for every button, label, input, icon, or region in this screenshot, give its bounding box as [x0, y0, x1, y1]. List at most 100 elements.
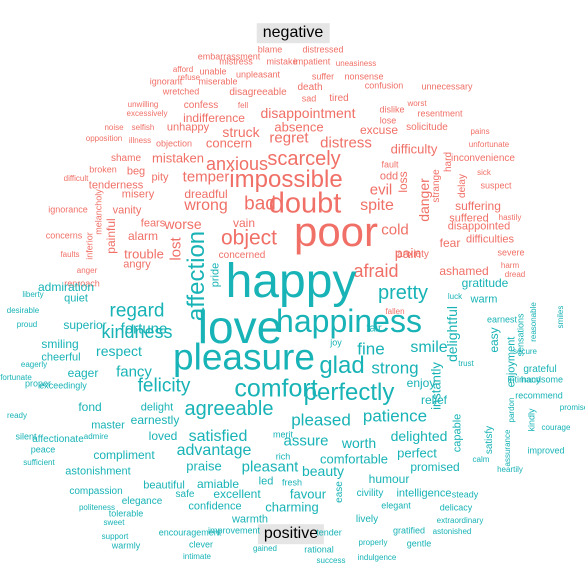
cloud-word: comfort — [234, 374, 318, 403]
cloud-word: warm — [470, 293, 498, 306]
cloud-word: heartily — [497, 465, 523, 474]
cloud-word: grateful — [523, 364, 557, 375]
cloud-word: fallen — [385, 307, 405, 316]
cloud-word: confusion — [364, 80, 404, 91]
cloud-word: superior — [63, 318, 107, 332]
cloud-word: resentment — [417, 108, 463, 119]
cloud-word: compassion — [69, 486, 123, 497]
cloud-word: anxiety — [397, 249, 429, 260]
cloud-word: fault — [381, 159, 399, 170]
cloud-word: perfect — [397, 445, 437, 461]
cloud-word: loved — [148, 429, 178, 443]
cloud-word: intimate — [182, 552, 212, 561]
cloud-word: pleased — [291, 410, 351, 430]
cloud-word: smile — [410, 339, 448, 356]
cloud-word: hard — [443, 151, 454, 173]
cloud-word: astonishment — [65, 465, 131, 478]
cloud-word: wrong — [184, 197, 228, 214]
cloud-word: cold — [381, 221, 409, 239]
cloud-word: favour — [289, 486, 327, 502]
cloud-word: selfish — [131, 123, 155, 132]
cloud-word: exceedingly — [39, 380, 87, 391]
cloud-word: master — [91, 419, 125, 432]
cloud-word: concerns — [45, 230, 83, 241]
cloud-word: sad — [301, 93, 317, 104]
cloud-word: dislike — [379, 104, 405, 115]
cloud-word: proud — [16, 320, 38, 329]
cloud-word: unnecessary — [421, 81, 473, 92]
cloud-word: extraordinary — [436, 516, 484, 525]
cloud-word: death — [297, 82, 323, 93]
cloud-word: recommend — [515, 390, 563, 401]
cloud-word: kindly — [526, 408, 537, 432]
cloud-word: lost — [167, 237, 185, 261]
cloud-word: sufficient — [23, 458, 55, 467]
cloud-word: compliment — [93, 448, 155, 462]
cloud-word: eager — [67, 366, 99, 380]
cloud-word: difficulty — [390, 141, 438, 157]
cloud-word: delight — [140, 401, 174, 414]
cloud-word: kindness — [101, 322, 173, 342]
cloud-word: fancy — [116, 363, 152, 381]
cloud-word: objection — [155, 138, 193, 149]
cloud-word: felicity — [137, 375, 191, 397]
cloud-word: anger — [76, 266, 98, 275]
cloud-word: lively — [355, 514, 379, 525]
cloud-word: severe — [497, 247, 525, 258]
cloud-word: elegant — [381, 500, 411, 511]
cloud-word: promise — [559, 403, 585, 412]
cloud-word: pain — [394, 245, 422, 261]
cloud-word: advantage — [176, 442, 252, 459]
cloud-word: delighted — [390, 428, 448, 444]
cloud-word: broken — [89, 164, 117, 175]
cloud-word: intimacy — [507, 374, 541, 385]
cloud-word: enjoy — [406, 376, 436, 390]
cloud-word: dread — [504, 270, 526, 279]
cloud-word: pardon — [507, 397, 516, 423]
cloud-word: fell — [237, 101, 249, 110]
cloud-word: unable — [199, 66, 227, 77]
cloud-word: impatient — [293, 56, 331, 67]
cloud-word: support — [101, 532, 129, 541]
cloud-word: mistress — [219, 56, 253, 67]
cloud-word: ashamed — [439, 264, 489, 278]
cloud-word: danger — [416, 178, 432, 222]
cloud-word: intelligence — [396, 487, 452, 500]
cloud-word: improvement — [207, 525, 261, 536]
cloud-word: satisfied — [188, 428, 248, 445]
cloud-word: nonsense — [344, 71, 384, 82]
cloud-word: absence — [274, 119, 324, 135]
cloud-word: gained — [252, 544, 278, 553]
cloud-word: embarrassment — [197, 51, 261, 62]
cloud-word: capable — [451, 413, 464, 453]
cloud-word: trouble — [124, 246, 164, 262]
cloud-word: pride — [209, 262, 222, 288]
cloud-word: pleasure — [173, 336, 315, 378]
cloud-word: happy — [225, 255, 357, 308]
cloud-word: indifference — [183, 111, 245, 125]
cloud-word: pleasant — [241, 458, 299, 476]
cloud-word: handsome — [520, 374, 564, 385]
cloud-word: patience — [362, 406, 428, 426]
cloud-word: confidence — [188, 500, 242, 513]
cloud-word: loss — [396, 171, 410, 193]
cloud-word: afraid — [353, 261, 399, 281]
cloud-word: uneasiness — [335, 59, 377, 68]
cloud-word: difficult — [63, 174, 89, 183]
cloud-word: reasonable — [529, 302, 538, 342]
cloud-word: luck — [447, 292, 463, 301]
cloud-word: fears — [140, 217, 166, 230]
cloud-word: alarm — [127, 229, 159, 243]
cloud-word: fine — [357, 339, 385, 359]
cloud-word: safe — [175, 489, 195, 500]
cloud-word: perfectly — [303, 379, 395, 406]
cloud-word: unwilling — [127, 100, 159, 109]
cloud-word: miserable — [198, 76, 238, 87]
cloud-word: properly — [358, 538, 388, 547]
cloud-word: painful — [104, 218, 118, 254]
cloud-word: tender — [316, 527, 342, 538]
cloud-word: tired — [329, 93, 349, 104]
cloud-word: object — [220, 226, 278, 250]
cloud-word: poor — [293, 208, 379, 255]
